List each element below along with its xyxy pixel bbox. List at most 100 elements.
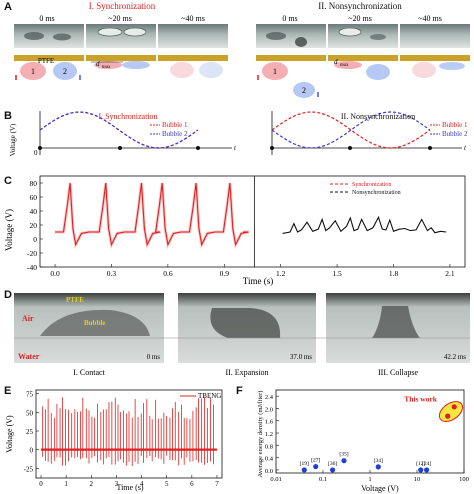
panel-f-xtick-label-1: 0.1 [319,476,327,483]
panel-f-point-label-5: [12] [416,461,425,467]
panel-f-point-4 [375,464,381,470]
panel-f-this-work-label: This work [404,395,438,404]
panel-d-caption-1: II. Expansion [225,368,268,377]
panel-f-chart: Average energy density (mJ/liter) Voltag… [257,389,469,493]
panel-d-time-2: 42.2 ms [444,353,466,361]
photo-nonsync-40ms [400,24,470,48]
panel-a-figure: I. Synchronization II. Nonsynchronizatio… [14,1,470,98]
panel-f-ylabel: Average energy density (mJ/liter) [257,391,264,478]
panel-c-ytick-label-0: -40 [27,263,37,272]
panel-e-ytick-label-0: -25 [24,465,34,473]
photo-nonsync-20ms [328,24,398,48]
panel-b-title-sync: I. Synchronization [98,112,157,121]
panel-c-xtick-label-7: 2.1 [445,269,455,278]
panel-c-legend-nonsync: Nonsynchronization [352,190,401,196]
photo-sync-20ms [86,24,156,48]
panel-b-legend-nonsync-1: Bubble 1 [442,121,468,129]
panel-label-d: D [4,289,12,301]
panel-e-xtick-label-0: 0 [39,480,43,488]
panel-f-xtick-label-2: 1 [368,476,371,483]
panel-d-bubble: Bubble [84,319,105,327]
panel-f-xtick-label-4: 100 [459,476,469,483]
panel-c-ytick-label-5: 60 [30,193,38,202]
panel-e-xtick-label-2: 2 [90,480,94,488]
panel-label-f: F [236,385,243,397]
panel-f-point-label-0: [19] [300,461,309,467]
panel-d-caption-2: III. Collapse [378,368,418,377]
panel-d-time-0: 0 ms [147,353,161,361]
panel-f-point-6 [423,467,430,473]
panel-c-frame [39,175,466,268]
dmax-sub: max [102,65,111,70]
svg-text:2: 2 [302,86,306,95]
panel-c-nonsync-line [282,215,447,234]
panel-b-figure: Voltage (V) 0 t I. Synchronization Bubbl… [9,111,468,157]
panel-f-point-label-1: [27] [311,458,320,464]
ptfe-label: PTFE [38,57,54,65]
ptfe-plate-4 [256,55,326,61]
panel-d-air: Air [22,314,34,323]
panel-e-ytick-label-4: 75 [26,391,34,399]
panel-b-origin: 0 [34,149,38,157]
panel-f-xtick-label-3: 10 [414,476,421,483]
panel-label-e: E [4,385,12,397]
panel-label-b: B [4,110,12,122]
bubble-1-sync [20,62,46,80]
panel-e-xtick-label-6: 6 [190,480,194,488]
panel-c-ylabel: Voltage (V) [4,209,14,251]
panel-label-c: C [4,175,12,187]
bubble-2-sync [53,62,77,80]
svg-text:max: max [340,63,349,68]
panel-f-this-work-point-0 [445,413,451,419]
panel-f-ytick-label-6: 2.4 [265,394,274,401]
panel-b-sync-bubble2 [39,111,199,149]
panel-e-ylabel: Voltage (V) [5,415,14,453]
ptfe-plate-5 [328,55,398,61]
panel-b-legend-nonsync-2: Bubble 2 [442,130,468,138]
panel-d-ptfe: PTFE [66,296,84,304]
panel-d-figure: PTFE Air Bubble Water 0 ms 37.0 ms 42.2 … [14,293,470,377]
ptfe-plate-1 [14,55,84,61]
panel-f-this-work-ellipse [438,401,464,422]
panel-label-a: A [4,1,12,13]
panel-f-point-label-4: [34] [374,458,383,464]
panel-a-time-nonsync-2: ~40 ms [418,14,442,23]
panel-a-time-sync-1: ~20 ms [108,14,132,23]
panel-d-caption-0: I. Contact [73,368,105,377]
panel-c-legend-sync: Synchronization [352,182,391,188]
panel-f-point-label-3: [35] [339,452,348,458]
panel-c-xtick-label-5: 1.5 [332,269,342,278]
panel-f-ytick-label-0: 0.0 [265,468,273,475]
panel-b-nonsync-bubble2 [271,111,431,149]
bubble-2-label: 2 [63,67,67,76]
ptfe-plate-3 [158,55,228,61]
panel-c-xtick-label-2: 0.6 [163,269,173,278]
panel-c-xtick-label-4: 1.2 [276,269,286,278]
panel-c-xlabel: Time (s) [243,276,273,286]
panel-f-point-label-2: [36] [328,461,337,467]
panel-f-point-1 [313,463,319,470]
panel-e-ytick-label-2: 25 [26,428,34,436]
panel-c-ytick-label-2: 0 [33,235,37,244]
panel-b-title-nonsync: II. Nonsynchronization [341,112,415,121]
panel-f-point-label-6: [24] [422,461,431,467]
panel-e-ytick-label-1: 0 [30,447,34,455]
dmax-label: d [96,60,100,68]
panel-f-ytick-label-5: 2.0 [265,406,273,413]
panel-c-ytick-label-1: -20 [27,249,37,258]
panel-b-ylabel: Voltage (V) [9,123,17,156]
panel-f-point-2 [329,467,336,473]
ptfe-plate-2 [86,55,156,61]
panel-c-xtick-label-0: 0.0 [50,269,60,278]
panel-a-time-sync-2: ~40 ms [181,14,205,23]
panel-e-xlabel: Time (s) [116,483,143,492]
panel-d-time-1: 37.0 ms [290,353,312,361]
panel-a-time-sync-0: 0 ms [39,14,54,23]
panel-c-chart: Voltage (V) Time (s) Synchronization Non… [4,175,466,286]
panel-e-xtick-label-3: 3 [115,480,119,488]
panel-c-ytick-label-6: 80 [30,179,38,188]
bubble-1-label: 1 [31,67,35,76]
photo-sync-40ms [158,24,228,48]
panel-e-ytick-label-3: 50 [26,409,34,417]
